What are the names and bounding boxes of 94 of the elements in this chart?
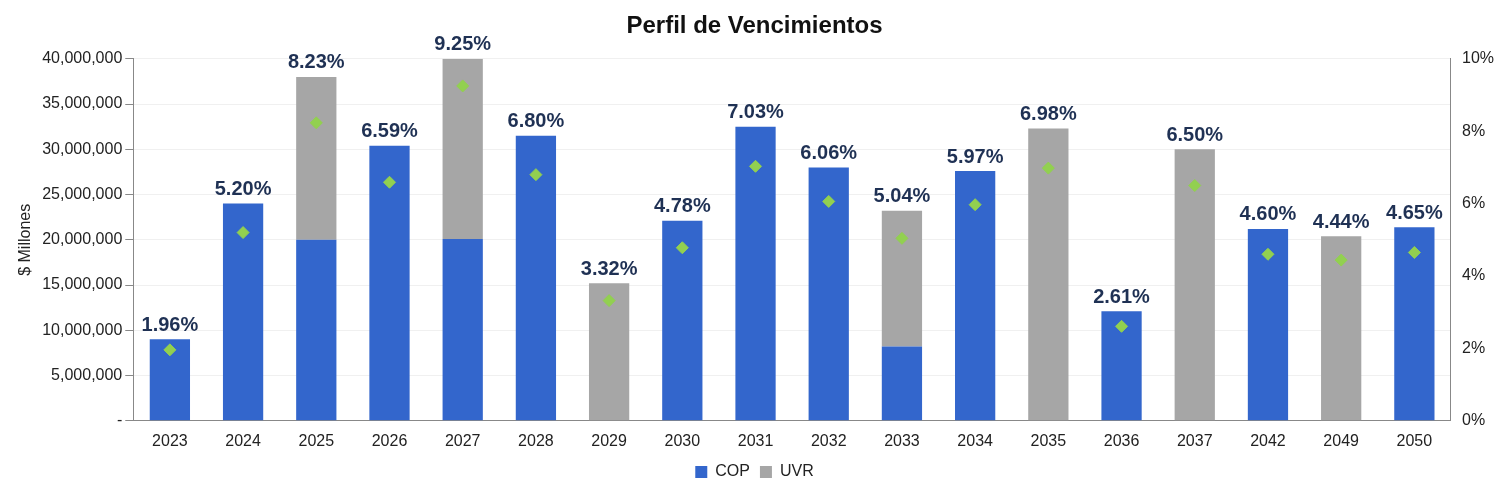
data-label: 4.60% <box>1239 202 1297 225</box>
bar <box>442 58 483 239</box>
data-label: 6.50% <box>1166 122 1224 145</box>
x-tick-label: 2025 <box>298 431 335 449</box>
x-tick-label: 2050 <box>1396 431 1433 449</box>
x-tick-label: 2027 <box>444 431 481 449</box>
point <box>309 116 323 130</box>
y-tick-label: 25,000,000 <box>42 184 123 202</box>
point <box>1115 319 1129 333</box>
legend-label: COP <box>715 462 750 480</box>
bar <box>1174 149 1215 421</box>
x-tick-label: 2042 <box>1250 431 1286 449</box>
bar <box>515 135 557 421</box>
x-tick-label: 2035 <box>1030 431 1067 449</box>
y-tick-label: 40,000,000 <box>42 49 123 67</box>
bar <box>808 167 849 421</box>
chart-title: Perfil de Vencimientos <box>626 11 883 39</box>
x-tick-label: 2036 <box>1103 431 1140 449</box>
y-tick-label: 5,000,000 <box>51 365 123 383</box>
y-tick-label: 35,000,000 <box>42 94 123 112</box>
y-tick-label: 30,000,000 <box>42 139 123 157</box>
y-tick-label: 10,000,000 <box>42 320 123 338</box>
data-label: 9.25% <box>434 32 492 55</box>
data-label: 4.65% <box>1386 200 1443 223</box>
x-tick-label: 2029 <box>591 431 628 449</box>
point <box>749 159 763 173</box>
bar <box>296 76 337 240</box>
bar <box>881 210 923 347</box>
bar <box>1321 236 1362 421</box>
bar <box>588 283 630 421</box>
point <box>383 175 396 189</box>
bar <box>735 126 776 421</box>
x-tick-label: 2024 <box>225 431 261 449</box>
point <box>822 194 836 208</box>
bar <box>296 239 337 421</box>
y2-tick-label: 2% <box>1461 338 1486 356</box>
data-label: 6.59% <box>361 119 419 142</box>
data-label: 6.98% <box>1019 102 1077 124</box>
bar <box>1101 311 1142 421</box>
point <box>456 79 470 93</box>
data-label: 5.04% <box>873 184 931 207</box>
x-tick-label: 2030 <box>664 431 701 449</box>
bar <box>442 238 483 421</box>
data-label: 3.32% <box>580 256 638 279</box>
data-label: 7.03% <box>727 100 785 123</box>
y-tick-label: 20,000,000 <box>42 230 123 248</box>
y2-tick-label: 0% <box>1461 411 1486 429</box>
y2-tick-label: 6% <box>1461 194 1486 212</box>
bar <box>955 171 996 421</box>
data-label: 5.97% <box>946 144 1004 167</box>
y-axis-title: $ Millones <box>16 203 34 276</box>
bar <box>1028 128 1069 421</box>
data-label: 5.20% <box>214 177 272 200</box>
y-tick-label: 15,000,000 <box>42 275 123 293</box>
point <box>529 168 543 182</box>
bar <box>1394 227 1435 421</box>
point <box>236 226 250 240</box>
point <box>1041 161 1055 175</box>
data-label: 4.44% <box>1312 209 1370 232</box>
data-label: 1.96% <box>141 312 199 335</box>
bar <box>149 339 191 421</box>
point <box>1407 245 1421 259</box>
data-label: 6.80% <box>507 109 565 132</box>
point <box>163 343 177 357</box>
bar <box>369 145 410 421</box>
point <box>968 198 982 212</box>
y2-tick-label: 10% <box>1461 49 1495 67</box>
x-tick-label: 2028 <box>518 431 554 449</box>
bar <box>1247 228 1289 421</box>
data-label: 2.61% <box>1093 284 1151 307</box>
data-label: 4.78% <box>653 194 711 217</box>
bar <box>881 346 923 421</box>
data-label: 8.23% <box>287 50 345 73</box>
data-label: 6.06% <box>800 140 858 163</box>
x-tick-label: 2031 <box>737 431 774 449</box>
x-tick-label: 2033 <box>884 431 920 449</box>
legend-label: UVR <box>779 462 814 480</box>
y2-tick-label: 8% <box>1461 121 1486 139</box>
point <box>1188 179 1202 192</box>
x-tick-label: 2023 <box>152 431 188 449</box>
x-tick-label: 2026 <box>371 431 408 449</box>
bar <box>222 203 264 421</box>
point <box>1261 247 1275 261</box>
x-tick-label: 2032 <box>810 431 847 449</box>
x-tick-label: 2049 <box>1323 431 1360 449</box>
y2-tick-label: 4% <box>1461 266 1486 284</box>
x-tick-label: 2037 <box>1176 431 1213 449</box>
point <box>895 231 909 245</box>
point <box>1334 253 1348 267</box>
x-tick-label: 2034 <box>957 431 994 449</box>
y-tick-label: - <box>116 411 123 429</box>
bar <box>662 220 703 421</box>
point <box>602 294 616 308</box>
point <box>675 241 689 255</box>
